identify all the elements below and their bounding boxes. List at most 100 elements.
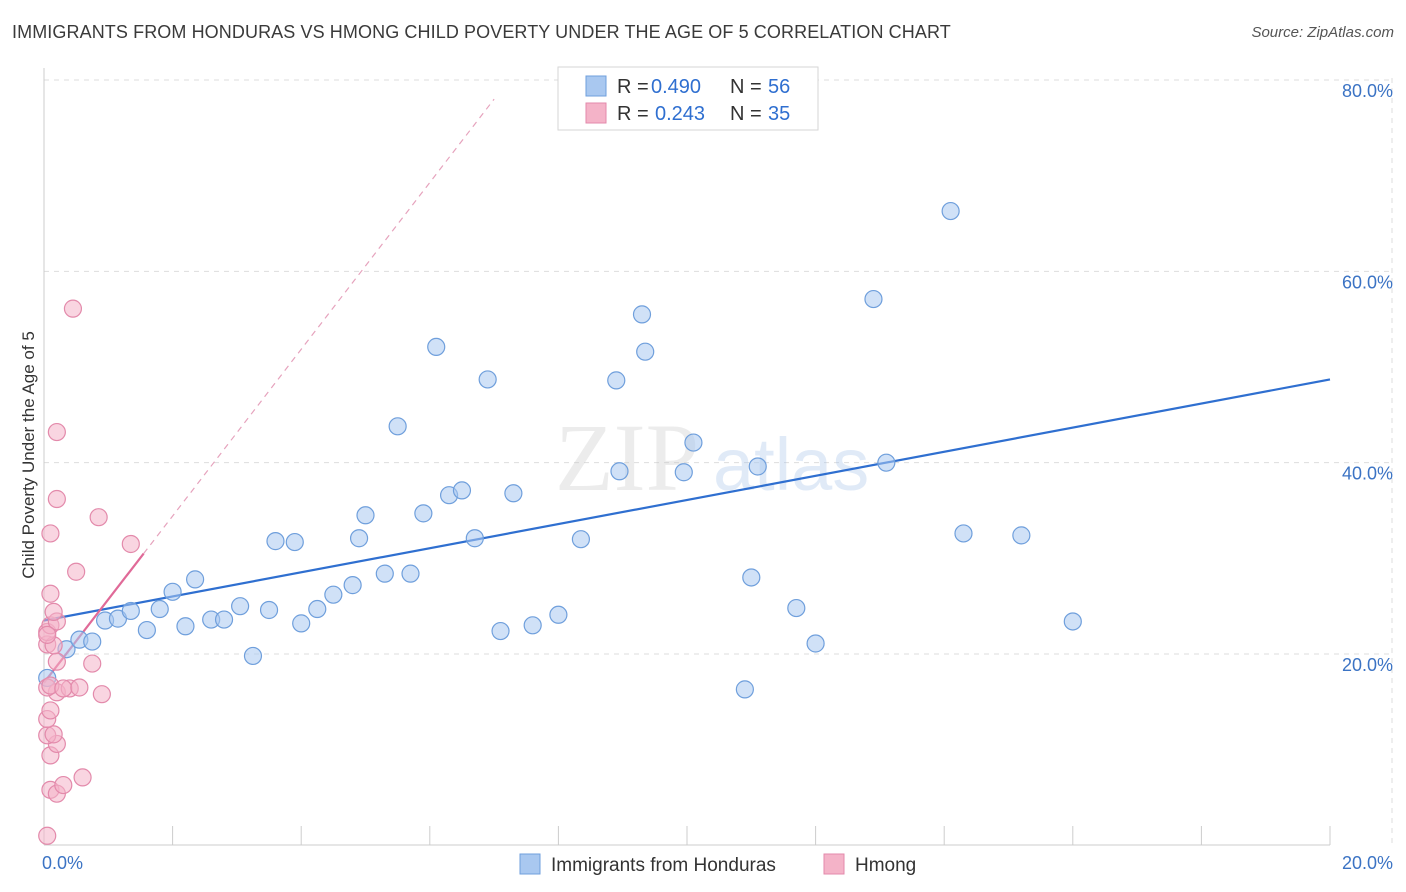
correlation-legend: R = 0.490 N = 56 R = 0.243 N = 35 — [557, 66, 819, 131]
honduras-point-38 — [571, 530, 591, 549]
series-immigrants-from-honduras — [38, 201, 1082, 699]
hmong-point-18 — [47, 652, 66, 671]
hmong-point-34 — [38, 625, 57, 644]
honduras-point-43 — [674, 463, 693, 482]
hmong-point-4 — [73, 768, 92, 787]
legend-r-value-1: 0.490 — [651, 76, 701, 98]
honduras-point-14 — [231, 597, 250, 616]
legend-swatch-blue — [585, 75, 607, 97]
source-label: Source: ZipAtlas.com — [1251, 24, 1394, 41]
honduras-point-17 — [266, 532, 285, 551]
trend-lines — [43, 98, 1331, 684]
honduras-point-6 — [121, 601, 140, 621]
honduras-point-46 — [742, 568, 761, 587]
series-hmong — [38, 299, 140, 845]
legend-label-hmong: Hmong — [855, 855, 916, 876]
honduras-point-50 — [864, 289, 883, 309]
y-tick-label-3: 80.0% — [1342, 81, 1393, 101]
y-axis-label: Child Poverty Under the Age of 5 — [19, 331, 38, 579]
honduras-point-19 — [292, 614, 311, 633]
honduras-point-10 — [176, 617, 195, 636]
honduras-point-7 — [137, 620, 156, 640]
honduras-point-32 — [465, 529, 484, 548]
hmong-point-8 — [44, 725, 63, 744]
honduras-point-35 — [504, 484, 523, 503]
honduras-point-34 — [491, 621, 510, 641]
x-tick-label-1: 20.0% — [1342, 853, 1393, 873]
honduras-point-52 — [941, 201, 960, 221]
x-tick-label-0: 0.0% — [42, 853, 83, 873]
honduras-point-11 — [186, 570, 205, 589]
honduras-point-9 — [163, 582, 182, 601]
honduras-point-15 — [243, 646, 263, 666]
chart-title: IMMIGRANTS FROM HONDURAS VS HMONG CHILD … — [12, 22, 951, 42]
legend-n-label-1: N = — [730, 76, 762, 98]
honduras-point-16 — [259, 600, 279, 620]
honduras-point-54 — [1012, 526, 1031, 545]
legend-n-value-2: 35 — [768, 103, 790, 125]
legend-n-value-1: 56 — [768, 76, 790, 98]
honduras-point-22 — [343, 576, 362, 595]
hmong-point-3 — [54, 775, 73, 795]
legend-label-honduras: Immigrants from Honduras — [551, 855, 776, 876]
honduras-point-23 — [349, 529, 369, 548]
legend-r-label-1: R = — [617, 76, 649, 98]
honduras-point-51 — [877, 453, 896, 472]
honduras-point-41 — [632, 305, 652, 324]
honduras-point-39 — [607, 371, 626, 390]
hmong-point-15 — [54, 679, 73, 698]
legend-swatch-hmong — [823, 853, 845, 875]
honduras-point-26 — [388, 417, 407, 436]
honduras-trend-line — [43, 378, 1331, 622]
watermark-atlas: atlas — [713, 423, 869, 506]
honduras-point-13 — [214, 610, 234, 629]
hmong-point-32 — [47, 422, 66, 442]
gridlines — [44, 78, 1393, 845]
legend-r-label-2: R = — [617, 103, 649, 125]
honduras-point-47 — [748, 457, 767, 476]
y-tick-label-1: 40.0% — [1342, 464, 1393, 484]
tick-labels: 20.0% 40.0% 60.0% 80.0% 0.0% 20.0% — [42, 81, 1393, 873]
y-tick-label-0: 20.0% — [1342, 655, 1393, 675]
honduras-point-48 — [787, 598, 806, 618]
honduras-point-27 — [401, 564, 420, 583]
hmong-point-33 — [63, 299, 83, 318]
watermark: ZIP atlas — [555, 404, 869, 511]
legend-swatch-honduras — [519, 853, 541, 875]
honduras-point-8 — [150, 599, 169, 619]
honduras-point-44 — [684, 433, 703, 452]
hmong-point-19 — [83, 654, 102, 673]
honduras-point-31 — [452, 481, 472, 500]
honduras-point-45 — [735, 680, 754, 699]
honduras-point-29 — [427, 337, 446, 357]
hmong-trend-extension — [143, 98, 495, 554]
honduras-point-24 — [356, 506, 375, 525]
honduras-point-55 — [1063, 612, 1082, 631]
honduras-point-42 — [636, 342, 655, 361]
legend-r-value-2: 0.243 — [655, 103, 705, 125]
honduras-point-53 — [954, 524, 973, 543]
hmong-point-25 — [44, 602, 63, 622]
honduras-point-36 — [523, 616, 542, 635]
y-tick-label-2: 60.0% — [1342, 272, 1393, 292]
hmong-point-28 — [41, 524, 60, 543]
honduras-point-28 — [414, 504, 433, 523]
hmong-point-10 — [41, 701, 60, 720]
honduras-point-3 — [83, 632, 102, 651]
hmong-point-26 — [41, 584, 60, 603]
honduras-point-25 — [375, 564, 394, 583]
hmong-point-17 — [92, 685, 111, 704]
hmong-point-31 — [47, 489, 66, 509]
honduras-point-18 — [285, 532, 304, 552]
hmong-point-30 — [89, 508, 108, 527]
watermark-zip: ZIP — [555, 404, 699, 511]
honduras-point-20 — [308, 599, 327, 619]
legend-swatch-pink — [585, 102, 607, 124]
hmong-point-29 — [121, 534, 140, 554]
honduras-point-33 — [478, 370, 497, 389]
legend-n-label-2: N = — [730, 103, 762, 125]
series-legend: Immigrants from Honduras Hmong — [519, 853, 916, 876]
hmong-point-0 — [38, 826, 57, 845]
honduras-point-49 — [806, 634, 825, 653]
